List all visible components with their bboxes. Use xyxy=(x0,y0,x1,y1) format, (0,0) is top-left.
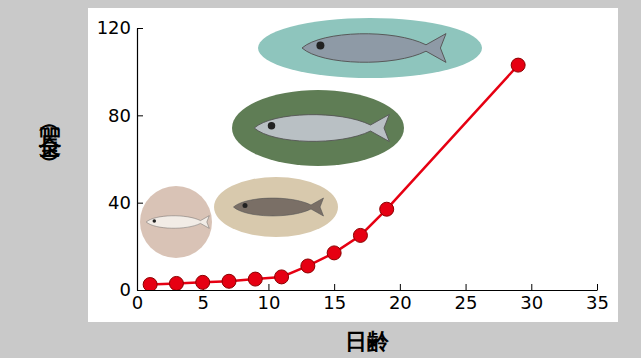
line xyxy=(150,65,518,284)
picture-ground xyxy=(140,186,212,258)
tick-mark xyxy=(400,284,401,290)
tick-label: 5 xyxy=(197,292,208,313)
marker xyxy=(196,275,210,289)
marker xyxy=(327,246,341,260)
tick-label: 30 xyxy=(520,292,543,313)
tick-label: 15 xyxy=(323,292,346,313)
tick-mark xyxy=(268,284,269,290)
plot-panel xyxy=(88,8,618,322)
tick-label: 0 xyxy=(120,279,131,300)
tick-label: 20 xyxy=(389,292,412,313)
fish xyxy=(254,115,389,142)
picture-ground xyxy=(232,90,404,166)
marker xyxy=(511,58,525,72)
marker xyxy=(248,272,262,286)
marker xyxy=(380,202,394,216)
tick: 0 xyxy=(120,279,143,300)
picture-ground xyxy=(258,18,482,78)
marker xyxy=(169,276,183,290)
fish xyxy=(234,198,324,216)
picture-ground xyxy=(214,177,338,237)
fish xyxy=(146,216,209,229)
tick-label: 35 xyxy=(586,292,609,313)
tick-label: 25 xyxy=(455,292,478,313)
marker xyxy=(222,274,236,288)
tick-mark xyxy=(137,203,143,204)
tick: 40 xyxy=(108,192,143,213)
fish-eye xyxy=(153,219,157,223)
fish-body xyxy=(302,34,446,63)
plot-area xyxy=(143,58,525,290)
tick-label: 80 xyxy=(108,105,131,126)
tick-mark xyxy=(334,284,335,290)
fish-eye xyxy=(268,122,276,130)
fish-body xyxy=(146,216,209,229)
marker xyxy=(353,228,367,242)
tick: 30 xyxy=(520,284,543,313)
y-axis-title: 全長（㎜） xyxy=(38,118,63,161)
axis-line xyxy=(137,29,138,291)
fish-body xyxy=(234,198,324,216)
tick: 15 xyxy=(323,284,346,313)
marker xyxy=(143,278,157,290)
tick: 20 xyxy=(389,284,412,313)
tick-label: 10 xyxy=(257,292,280,313)
fish-eye xyxy=(316,42,324,50)
y-axis: 0 40 80 120 xyxy=(97,17,143,300)
tick-label: 40 xyxy=(108,192,131,213)
marker xyxy=(275,270,289,284)
tick-mark xyxy=(466,284,467,290)
tick: 80 xyxy=(108,105,143,126)
tick-mark xyxy=(597,284,598,290)
tick-label: 0 xyxy=(132,292,143,313)
fish-eye xyxy=(243,203,248,208)
tick-mark xyxy=(531,284,532,290)
tick-label: 120 xyxy=(97,17,131,38)
tick: 10 xyxy=(257,284,280,313)
fish-pictures xyxy=(140,18,482,258)
fish xyxy=(302,34,446,63)
tick: 120 xyxy=(97,17,143,38)
marker xyxy=(301,259,315,273)
fish-body xyxy=(254,115,389,142)
chart: 0 5 10 15 20 25 30 35 0 40 80 120 日齢 全長（㎜） xyxy=(0,0,641,358)
tick-mark xyxy=(137,115,143,116)
tick-mark xyxy=(137,28,143,29)
tick-mark xyxy=(137,290,143,291)
x-axis-title: 日齢 xyxy=(345,329,390,354)
tick: 25 xyxy=(455,284,478,313)
tick: 35 xyxy=(586,284,609,313)
